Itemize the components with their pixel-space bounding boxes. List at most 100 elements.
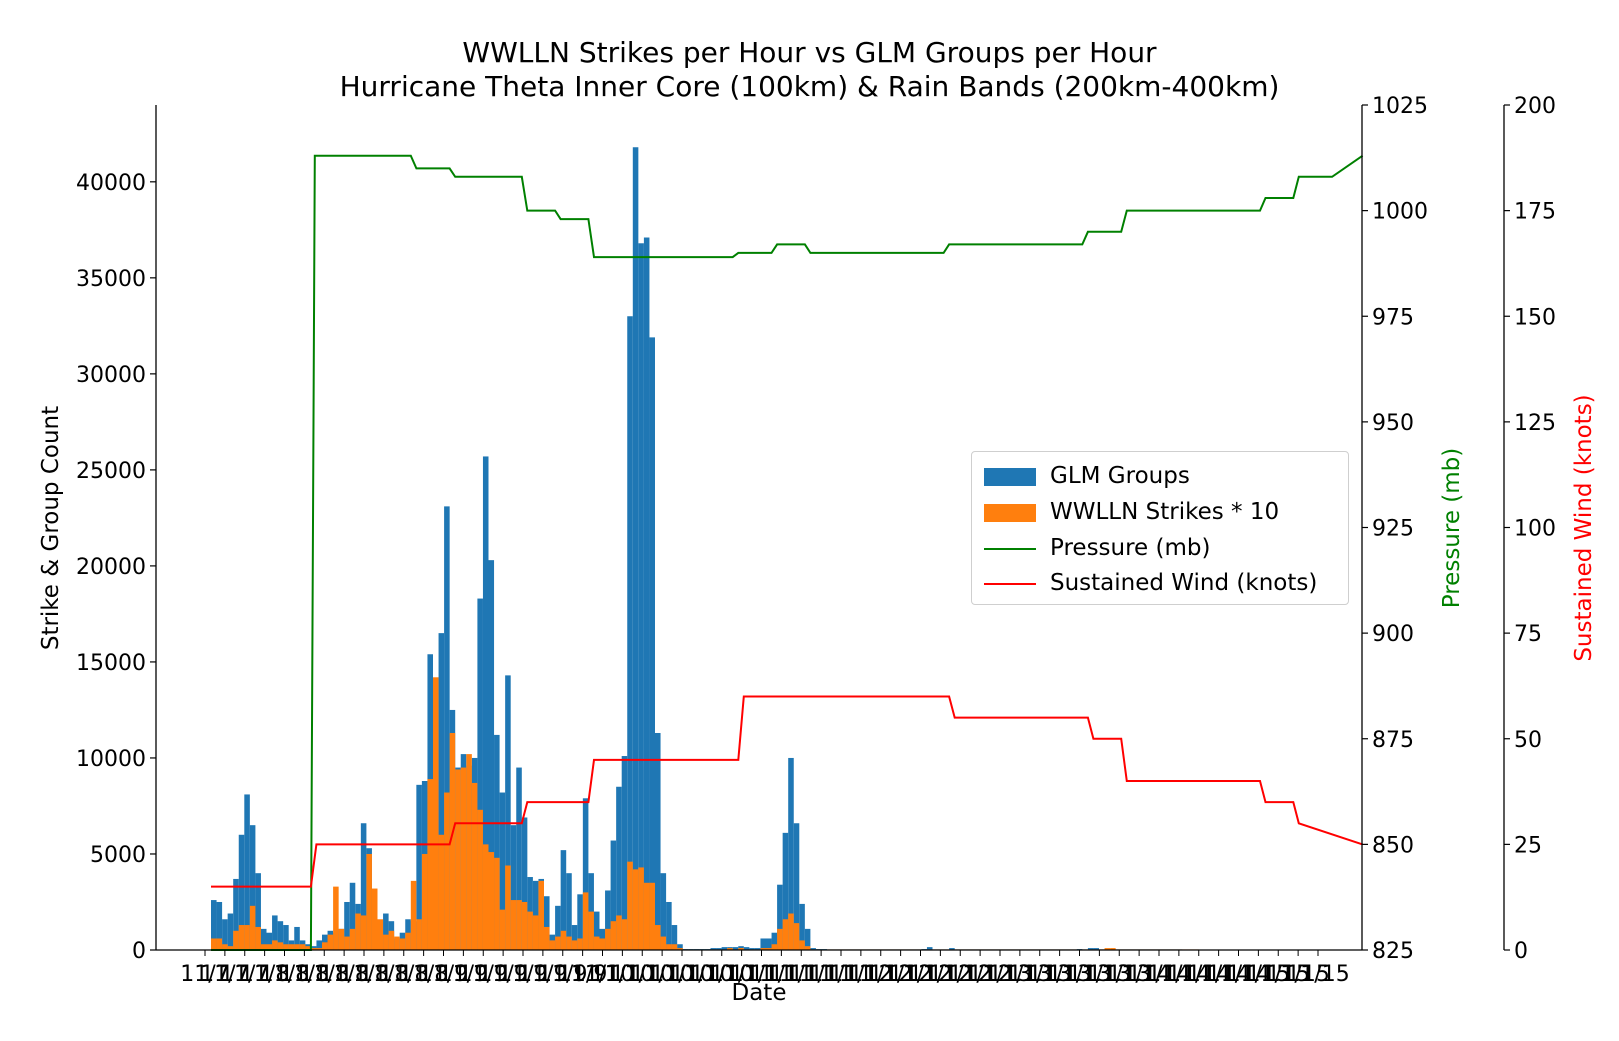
x-tick-label: 11/9	[498, 962, 547, 987]
glm-bar	[627, 316, 633, 950]
wwlln-bar	[383, 934, 389, 950]
glm-bar	[510, 825, 517, 950]
wwlln-bar	[510, 900, 517, 950]
wwlln-bar	[455, 769, 461, 950]
y-tick-label: 1000	[1372, 200, 1428, 225]
wind-axis-ticks: 0 25 50 75 100 125 150 175 200	[1504, 94, 1556, 964]
wwlln-bar	[766, 948, 772, 950]
x-tick-label: 11/15	[1286, 962, 1349, 987]
wwlln-bar	[322, 942, 328, 950]
glm-bar	[810, 948, 816, 950]
y-tick-label: 100	[1514, 517, 1556, 542]
wwlln-bar	[1110, 948, 1116, 950]
wwlln-bar	[593, 936, 600, 950]
glm-bar	[521, 817, 528, 950]
wwlln-bar	[577, 938, 583, 950]
x-tick-label: 11/8	[399, 962, 448, 987]
x-tick-label: 11/8	[359, 962, 408, 987]
wwlln-bar	[521, 901, 528, 950]
pressure-line	[211, 154, 1364, 951]
glm-bar	[238, 834, 245, 950]
wwlln-bar	[538, 880, 544, 950]
wwlln-bar	[227, 946, 234, 950]
glm-bar	[227, 913, 234, 950]
glm-bar	[721, 947, 728, 950]
glm-bar	[499, 792, 506, 950]
x-tick-label: 11/7	[200, 962, 249, 987]
glm-bar	[782, 832, 789, 950]
left-axis-ticks: 0 5000 10000 15000 20000 25000 30000 35000 40000	[76, 171, 156, 964]
wwlln-bar	[444, 792, 450, 950]
wwlln-bar	[471, 782, 478, 950]
wwlln-bar	[355, 913, 361, 950]
legend-item-wwlln: WWLLN Strikes * 10	[972, 495, 1348, 529]
x-tick-label: 11/13	[1028, 962, 1091, 987]
y-tick-label: 925	[1372, 517, 1414, 542]
pressure-axis-label: Pressure (mb)	[1439, 448, 1465, 608]
wwlln-bar	[421, 853, 428, 950]
x-tick-label: 11/11	[710, 962, 773, 987]
wwlln-bar	[433, 677, 439, 950]
glm-bar	[505, 675, 511, 950]
wwlln-bar	[388, 930, 395, 950]
wwlln-bar	[499, 909, 506, 950]
y-tick-label: 950	[1372, 411, 1414, 436]
pressure-axis-ticks: 825 850 875 900 925 950 975 1000 1025	[1362, 94, 1428, 964]
wwlln-bar	[371, 888, 378, 950]
wwlln-bar	[344, 936, 350, 950]
glm-bar	[671, 925, 678, 950]
glm-bar	[643, 237, 650, 951]
wwlln-bar	[288, 944, 295, 950]
glm-bar	[571, 925, 578, 950]
x-tick-label: 11/12	[829, 962, 892, 987]
y-tick-label: 30000	[76, 363, 146, 388]
x-tick-label: 11/10	[591, 962, 654, 987]
wwlln-bar	[771, 944, 778, 950]
glm-bar	[344, 901, 350, 950]
glm-bar	[272, 915, 278, 950]
wwlln-bar	[605, 928, 611, 950]
x-tick-label: 11/11	[809, 962, 872, 987]
wwlln-bar	[338, 928, 345, 950]
glm-bar	[566, 873, 572, 950]
wwlln-bar	[449, 732, 456, 950]
chart-legend: GLM Groups WWLLN Strikes * 10 Pressure (…	[971, 451, 1349, 605]
x-tick-label: 11/8	[339, 962, 388, 987]
wwlln-bar	[277, 942, 284, 950]
wwlln-bar	[627, 861, 633, 950]
wwlln-bar	[632, 869, 639, 950]
wwlln-bar	[777, 928, 783, 950]
wwlln-bar	[366, 853, 372, 950]
glm-bar	[766, 938, 772, 950]
legend-label-wwlln: WWLLN Strikes * 10	[1050, 499, 1280, 525]
x-tick-label: 11/9	[459, 962, 508, 987]
glm-bar	[444, 506, 450, 950]
glm-bar	[488, 560, 495, 950]
chart-title: WWLLN Strikes per Hour vs GLM Groups per…	[462, 36, 1157, 69]
glm-bar	[754, 948, 761, 950]
x-tick-label: 11/10	[670, 962, 733, 987]
wwlln-bar	[560, 930, 567, 950]
wind-line	[211, 695, 1363, 888]
y-tick-label: 1025	[1372, 94, 1428, 119]
wwlln-bar	[621, 919, 628, 950]
y-tick-label: 875	[1372, 728, 1414, 753]
glm-bar	[1093, 948, 1099, 950]
y-tick-label: 850	[1372, 833, 1414, 858]
wwlln-bar	[272, 940, 278, 950]
wwlln-bar	[477, 809, 483, 950]
wwlln-bar	[299, 944, 306, 950]
glm-bar	[349, 882, 356, 950]
wwlln-bar	[333, 886, 339, 950]
x-tick-label: 11/14	[1207, 962, 1270, 987]
wwlln-bar	[416, 919, 422, 950]
glm-bar	[749, 948, 755, 950]
glm-bar	[277, 921, 284, 950]
y-axis-label: Strike & Group Count	[38, 406, 64, 650]
wwlln-bar	[738, 948, 744, 950]
y-tick-label: 900	[1372, 622, 1414, 647]
wwlln-bar	[310, 948, 317, 950]
x-tick-label: 11/10	[650, 962, 713, 987]
wwlln-bar	[793, 923, 800, 950]
